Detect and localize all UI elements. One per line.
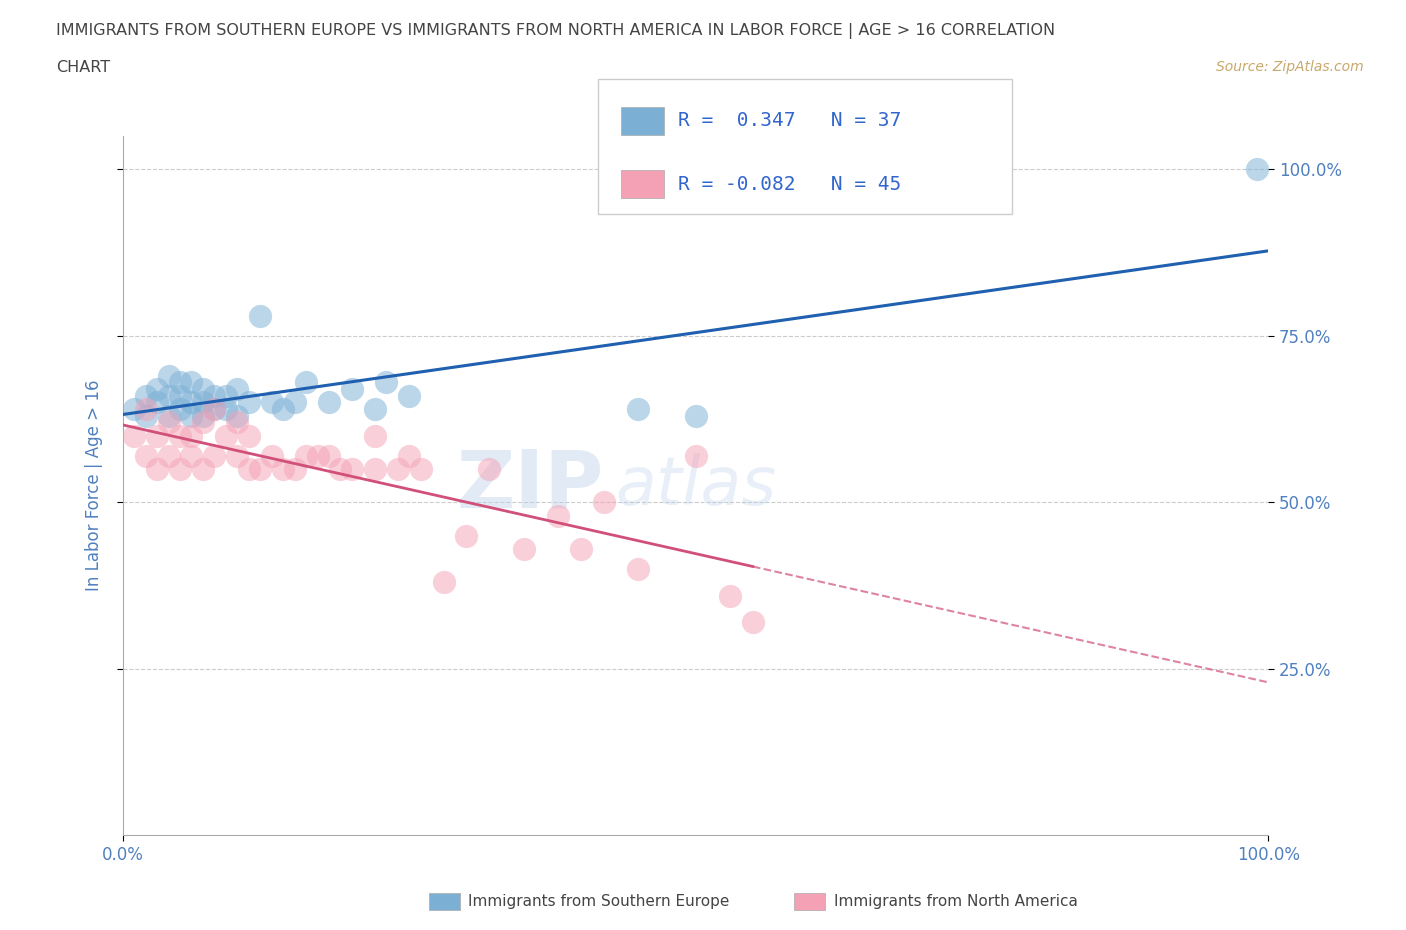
Point	[318, 395, 340, 410]
Point	[340, 381, 363, 396]
Point	[122, 428, 145, 443]
Text: Immigrants from Southern Europe: Immigrants from Southern Europe	[468, 894, 730, 909]
Point	[547, 508, 569, 523]
Point	[238, 428, 260, 443]
Point	[685, 408, 707, 423]
Point	[398, 389, 420, 404]
Point	[741, 615, 763, 630]
Point	[202, 402, 225, 417]
Point	[226, 448, 249, 463]
Point	[180, 408, 202, 423]
Point	[364, 402, 387, 417]
Point	[1246, 162, 1268, 177]
Point	[295, 375, 318, 390]
Point	[169, 461, 191, 476]
Point	[146, 395, 169, 410]
Point	[146, 381, 169, 396]
Point	[295, 448, 318, 463]
Point	[180, 395, 202, 410]
Point	[215, 389, 238, 404]
Point	[202, 389, 225, 404]
Text: Source: ZipAtlas.com: Source: ZipAtlas.com	[1216, 60, 1364, 74]
Point	[409, 461, 432, 476]
Point	[157, 415, 180, 430]
Text: atlas: atlas	[616, 453, 776, 519]
Point	[180, 448, 202, 463]
Point	[191, 461, 214, 476]
Point	[364, 461, 387, 476]
Point	[215, 402, 238, 417]
Point	[512, 541, 534, 556]
Point	[307, 448, 329, 463]
Point	[215, 428, 238, 443]
Point	[260, 448, 283, 463]
Point	[569, 541, 592, 556]
Point	[432, 575, 454, 590]
Point	[146, 428, 169, 443]
Point	[180, 375, 202, 390]
Point	[718, 588, 741, 603]
Point	[226, 408, 249, 423]
Point	[260, 395, 283, 410]
Point	[146, 461, 169, 476]
Point	[191, 381, 214, 396]
Point	[364, 428, 387, 443]
Text: R =  0.347   N = 37: R = 0.347 N = 37	[678, 112, 901, 130]
Point	[456, 528, 478, 543]
Point	[271, 402, 294, 417]
Text: IMMIGRANTS FROM SOUTHERN EUROPE VS IMMIGRANTS FROM NORTH AMERICA IN LABOR FORCE : IMMIGRANTS FROM SOUTHERN EUROPE VS IMMIG…	[56, 23, 1056, 39]
Point	[226, 381, 249, 396]
Point	[627, 562, 650, 577]
Point	[191, 395, 214, 410]
Point	[238, 461, 260, 476]
Text: Immigrants from North America: Immigrants from North America	[834, 894, 1077, 909]
Point	[238, 395, 260, 410]
Point	[157, 448, 180, 463]
Point	[375, 375, 398, 390]
Point	[398, 448, 420, 463]
Point	[135, 389, 157, 404]
Point	[627, 402, 650, 417]
Point	[284, 461, 307, 476]
Point	[318, 448, 340, 463]
Text: CHART: CHART	[56, 60, 110, 75]
Point	[191, 415, 214, 430]
Point	[249, 309, 271, 324]
Point	[157, 368, 180, 383]
Point	[478, 461, 501, 476]
Point	[340, 461, 363, 476]
Text: ZIP: ZIP	[457, 446, 605, 525]
Point	[135, 448, 157, 463]
Point	[685, 448, 707, 463]
Point	[122, 402, 145, 417]
Point	[157, 389, 180, 404]
Point	[180, 428, 202, 443]
Point	[226, 415, 249, 430]
Point	[169, 428, 191, 443]
Point	[202, 448, 225, 463]
Point	[135, 402, 157, 417]
Text: R = -0.082   N = 45: R = -0.082 N = 45	[678, 175, 901, 193]
Y-axis label: In Labor Force | Age > 16: In Labor Force | Age > 16	[86, 380, 103, 591]
Point	[169, 402, 191, 417]
Point	[284, 395, 307, 410]
Point	[249, 461, 271, 476]
Point	[169, 389, 191, 404]
Point	[271, 461, 294, 476]
Point	[329, 461, 352, 476]
Point	[202, 402, 225, 417]
Point	[157, 408, 180, 423]
Point	[135, 408, 157, 423]
Point	[593, 495, 616, 510]
Point	[387, 461, 409, 476]
Point	[169, 375, 191, 390]
Point	[191, 408, 214, 423]
